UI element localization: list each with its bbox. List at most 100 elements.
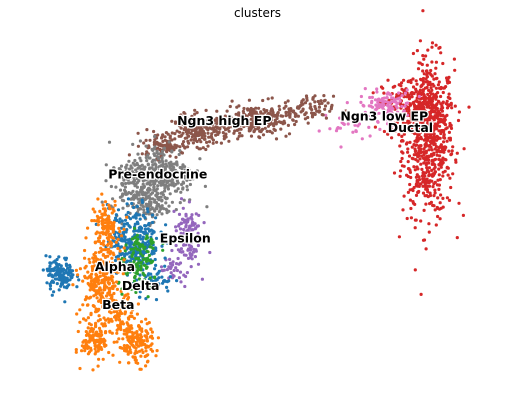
- point: [201, 146, 205, 150]
- point: [196, 124, 200, 128]
- point: [402, 194, 406, 198]
- point: [462, 147, 466, 151]
- point: [122, 178, 126, 182]
- point: [328, 109, 332, 113]
- point: [269, 109, 273, 113]
- point: [179, 221, 183, 225]
- point: [59, 278, 64, 282]
- point: [125, 332, 129, 336]
- point: [409, 175, 413, 180]
- point: [390, 96, 394, 100]
- point: [138, 156, 142, 160]
- point: [441, 149, 445, 154]
- cluster-points-ductal: [371, 9, 471, 296]
- point: [154, 163, 158, 167]
- point: [432, 167, 436, 171]
- point: [422, 138, 426, 142]
- point: [441, 100, 445, 104]
- point: [142, 141, 146, 145]
- point: [177, 224, 181, 228]
- point: [159, 182, 163, 186]
- point: [416, 167, 420, 171]
- point: [413, 168, 417, 172]
- point: [140, 327, 144, 331]
- point: [127, 191, 131, 195]
- point: [83, 349, 87, 353]
- point: [92, 264, 97, 268]
- point: [78, 267, 82, 271]
- point: [412, 153, 416, 157]
- point: [141, 230, 145, 234]
- point: [152, 230, 156, 234]
- point: [255, 116, 259, 120]
- point: [86, 326, 90, 330]
- point: [442, 130, 446, 134]
- point: [131, 262, 135, 266]
- point: [294, 119, 298, 124]
- point: [189, 224, 193, 228]
- point: [354, 129, 358, 133]
- point: [438, 150, 442, 154]
- point: [164, 223, 168, 227]
- point: [270, 96, 274, 100]
- point: [131, 355, 135, 359]
- point: [368, 134, 372, 138]
- point: [154, 166, 158, 171]
- point: [142, 273, 146, 277]
- point: [94, 251, 98, 255]
- point: [262, 116, 266, 120]
- point: [237, 127, 241, 131]
- point: [393, 129, 397, 133]
- point: [305, 98, 309, 102]
- point: [94, 321, 98, 325]
- point: [447, 198, 452, 202]
- point: [90, 268, 95, 273]
- point: [210, 127, 214, 131]
- point: [177, 171, 181, 175]
- point: [108, 290, 112, 294]
- point: [168, 235, 172, 239]
- point: [242, 125, 246, 129]
- point: [134, 256, 138, 260]
- point: [136, 302, 140, 306]
- point: [114, 213, 118, 217]
- point: [439, 108, 443, 112]
- point: [143, 284, 147, 288]
- point: [141, 257, 146, 262]
- point: [101, 266, 105, 270]
- point: [407, 109, 411, 113]
- point: [153, 267, 157, 271]
- point: [80, 349, 84, 353]
- point: [161, 133, 165, 137]
- point: [161, 178, 165, 182]
- point: [181, 186, 185, 190]
- point: [448, 121, 452, 126]
- point: [228, 104, 232, 109]
- point: [156, 184, 160, 188]
- point: [179, 126, 183, 130]
- point: [170, 138, 174, 142]
- point: [123, 185, 127, 189]
- point: [180, 133, 184, 137]
- point: [194, 212, 198, 216]
- point: [443, 123, 448, 127]
- point: [103, 248, 107, 252]
- point: [133, 275, 137, 280]
- point: [126, 316, 130, 320]
- point: [138, 349, 142, 353]
- point: [436, 91, 440, 95]
- point: [135, 272, 140, 276]
- point: [47, 267, 51, 271]
- point: [157, 210, 161, 214]
- point: [415, 138, 419, 142]
- point: [425, 75, 429, 79]
- point: [110, 211, 114, 215]
- point: [254, 110, 258, 114]
- point: [111, 299, 115, 303]
- point: [133, 236, 137, 240]
- point: [55, 282, 59, 286]
- point: [197, 121, 201, 126]
- point: [399, 169, 403, 173]
- point: [62, 285, 66, 289]
- point: [110, 331, 114, 335]
